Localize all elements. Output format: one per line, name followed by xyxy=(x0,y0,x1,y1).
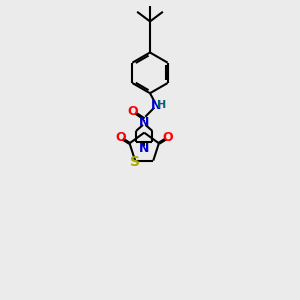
Text: N: N xyxy=(151,98,161,112)
Text: O: O xyxy=(128,105,138,118)
Text: O: O xyxy=(115,131,126,144)
Text: H: H xyxy=(158,100,166,110)
Text: N: N xyxy=(139,116,149,129)
Text: S: S xyxy=(130,154,140,169)
Text: O: O xyxy=(163,131,173,144)
Text: N: N xyxy=(139,142,149,154)
